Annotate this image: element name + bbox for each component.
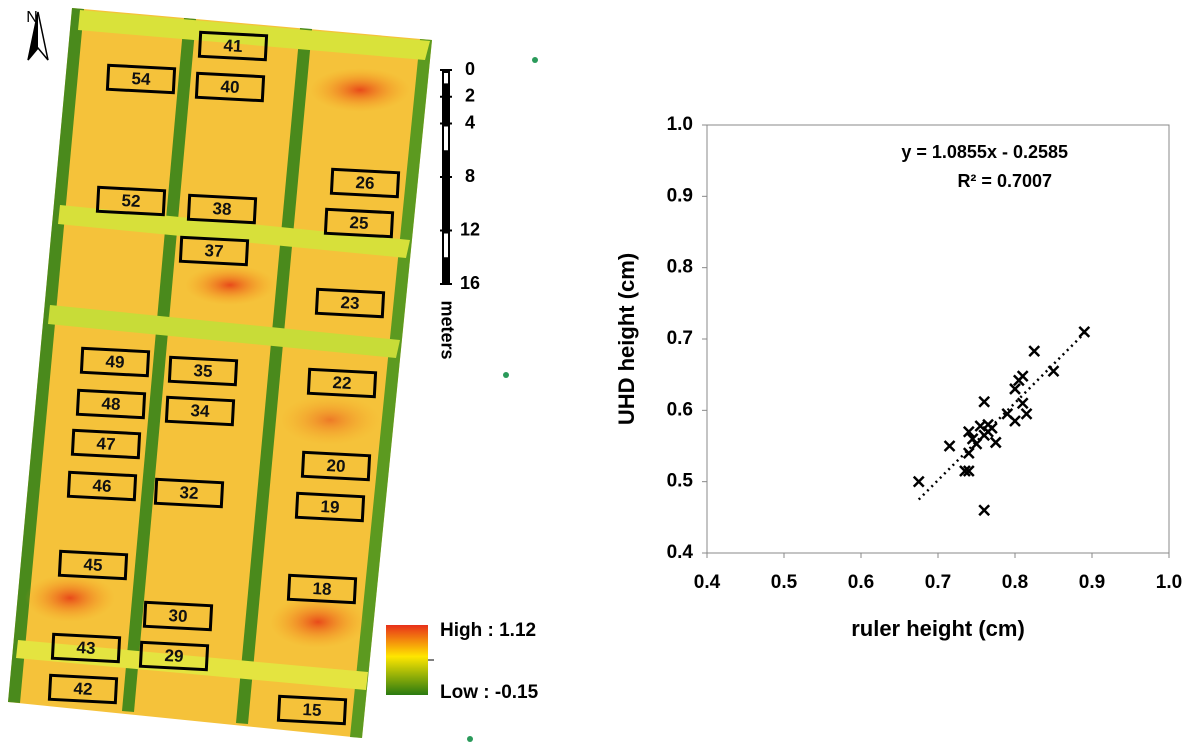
scale-segment: [444, 180, 448, 204]
point: [1079, 327, 1089, 337]
plot-label: 43: [76, 638, 96, 658]
legend-ramp: [386, 625, 428, 695]
plot-label: 45: [83, 555, 103, 575]
y-tick-label: 1.0: [667, 114, 693, 135]
scale-label: 12: [460, 219, 480, 239]
x-tick-label: 0.8: [1002, 572, 1028, 593]
point: [979, 397, 989, 407]
r-squared: R² = 0.7007: [957, 171, 1052, 191]
scale-segment: [444, 127, 448, 151]
y-tick-label: 0.5: [667, 471, 694, 492]
scale-segment: [444, 73, 448, 83]
legend-high: High : 1.12: [440, 620, 536, 641]
x-tick-label: 0.4: [694, 572, 721, 593]
plot-label: 40: [220, 77, 240, 97]
plot-label: 47: [96, 434, 116, 454]
plot-label: 34: [190, 401, 210, 421]
trendline: [919, 333, 1085, 499]
plot-label: 18: [312, 579, 332, 599]
scale-label: 0: [465, 59, 475, 79]
point: [1010, 416, 1020, 426]
scale-unit: meters: [437, 300, 457, 359]
point: [914, 477, 924, 487]
marker: [532, 57, 538, 63]
plot-label: 30: [168, 606, 188, 626]
plot-label: 49: [105, 352, 125, 372]
y-tick-label: 0.7: [667, 328, 693, 349]
plot-label: 19: [320, 497, 340, 517]
marker: [503, 372, 509, 378]
plot-label: 23: [340, 293, 360, 313]
scale-label: 16: [460, 273, 480, 293]
hot-spot: [280, 395, 380, 445]
hot-spot: [185, 265, 275, 305]
y-tick-label: 0.9: [667, 185, 693, 206]
point: [1022, 409, 1032, 419]
plot-label: 26: [355, 173, 375, 193]
point: [1018, 398, 1028, 408]
legend-low: Low : -0.15: [440, 682, 539, 703]
y-axis-label: UHD height (cm): [614, 253, 639, 425]
x-tick-label: 0.5: [771, 572, 798, 593]
scale-label: 8: [465, 166, 475, 186]
plot-label: 22: [332, 373, 352, 393]
equation: y = 1.0855x - 0.2585: [901, 142, 1068, 162]
y-tick-label: 0.8: [667, 257, 693, 278]
hot-spot: [25, 574, 115, 622]
point: [1049, 366, 1059, 376]
x-tick-label: 1.0: [1156, 572, 1182, 593]
y-tick-label: 0.6: [667, 399, 693, 420]
plot-label: 41: [223, 36, 243, 56]
x-tick-label: 0.6: [848, 572, 874, 593]
point: [1029, 346, 1039, 356]
point: [945, 441, 955, 451]
plot-label: 54: [131, 69, 151, 89]
plot-label: 46: [92, 476, 112, 496]
plot-label: 48: [101, 394, 121, 414]
hot-spot: [310, 68, 410, 112]
plot-label: 42: [73, 679, 93, 699]
plot-area: [707, 125, 1169, 553]
plot-label: 20: [326, 456, 346, 476]
point: [991, 437, 1001, 447]
y-tick-label: 0.4: [667, 542, 694, 563]
plot-label: 35: [193, 361, 213, 381]
north-label: N: [26, 9, 38, 26]
plot-label: 37: [204, 241, 224, 261]
x-axis-label: ruler height (cm): [851, 616, 1025, 641]
plot-label: 32: [179, 483, 199, 503]
plot-label: 25: [349, 213, 369, 233]
scale-segment: [444, 100, 448, 110]
figure: N High : 1.12 Low : -0.15 41405426523825…: [0, 0, 1201, 743]
scatter-chart: y = 1.0855x - 0.2585 R² = 0.7007 ruler h…: [614, 114, 1182, 641]
plot-label: 15: [302, 700, 322, 720]
marker: [467, 736, 473, 742]
scale-label: 2: [465, 86, 475, 106]
point: [979, 505, 989, 515]
x-tick-label: 0.9: [1079, 572, 1105, 593]
x-tick-label: 0.7: [925, 572, 951, 593]
plot-label: 38: [212, 199, 232, 219]
plot-label: 52: [121, 191, 141, 211]
plot-label: 29: [164, 646, 184, 666]
scale-segment: [444, 234, 448, 258]
point: [964, 448, 974, 458]
scale-label: 4: [465, 112, 475, 132]
